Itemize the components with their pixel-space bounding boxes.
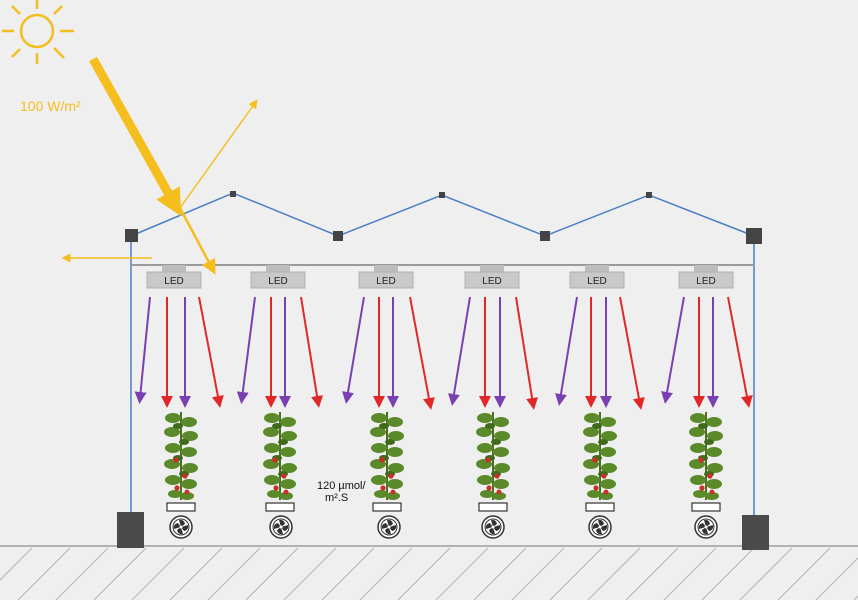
purple-light-ray (236, 296, 256, 404)
fan-row (169, 515, 718, 539)
led-label: LED (376, 276, 395, 287)
incident-sun-ray (89, 56, 182, 217)
led-row: LED LED LED LED LED LED (146, 265, 734, 289)
fan-icon (169, 515, 193, 539)
purple-light-ray (134, 296, 151, 404)
fan-icon (269, 515, 293, 539)
red-light-ray (727, 296, 753, 408)
led-lamp-icon: LED (678, 265, 734, 289)
ground (0, 545, 858, 600)
led-lamp-icon: LED (358, 265, 414, 289)
red-light-ray (300, 296, 323, 408)
transmitted-sun-ray (178, 207, 216, 275)
tomato-plant-icon (369, 411, 405, 512)
led-label: LED (696, 276, 715, 287)
red-light-ray (409, 296, 435, 410)
red-light-ray (515, 296, 538, 410)
led-label: LED (482, 276, 501, 287)
tomato-plant-icon (582, 411, 618, 512)
red-light-ray (619, 296, 645, 410)
fan-icon (481, 515, 505, 539)
led-light-rays (134, 296, 753, 410)
purple-light-ray (555, 296, 578, 406)
led-label: LED (268, 276, 287, 287)
fan-icon (694, 515, 718, 539)
plant-row (163, 411, 724, 512)
tomato-plant-icon (262, 411, 298, 512)
sun-rays (61, 56, 258, 275)
sun-icon (2, 0, 74, 64)
ppfd-label-line2: m².S (325, 492, 348, 504)
tomato-plant-icon (688, 411, 724, 512)
led-lamp-icon: LED (569, 265, 625, 289)
purple-light-ray (448, 296, 471, 406)
red-light-ray (198, 296, 224, 408)
purple-light-ray (342, 296, 365, 404)
led-label: LED (164, 276, 183, 287)
greenhouse-structure (117, 191, 769, 550)
led-label: LED (587, 276, 606, 287)
irradiance-label: 100 W/m² (20, 98, 81, 114)
led-lamp-icon: LED (146, 265, 202, 289)
tomato-plant-icon (163, 411, 199, 512)
purple-light-ray (661, 296, 685, 404)
ppfd-label-line1: 120 µmol/ (317, 480, 366, 492)
tomato-plant-icon (475, 411, 511, 512)
led-lamp-icon: LED (250, 265, 306, 289)
fan-icon (588, 515, 612, 539)
led-lamp-icon: LED (464, 265, 520, 289)
fan-icon (377, 515, 401, 539)
reflected-sun-ray (179, 99, 258, 209)
